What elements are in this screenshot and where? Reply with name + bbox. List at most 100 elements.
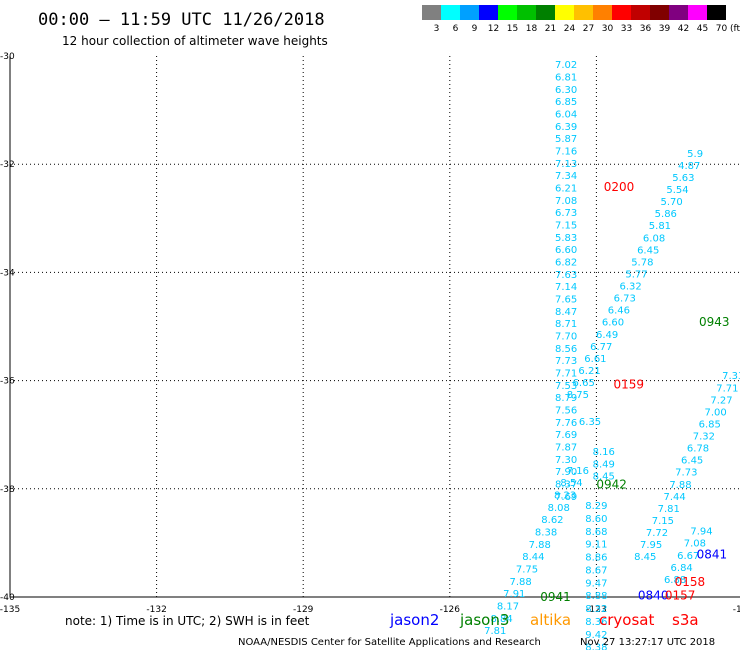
wave-height-value: 6.04 xyxy=(555,109,577,120)
wave-height-value: 7.34 xyxy=(555,171,577,182)
wave-height-values: 7.026.816.306.856.046.395.877.167.137.34… xyxy=(484,60,740,650)
wave-height-value: 8.49 xyxy=(593,459,615,470)
satellite-label-jason3: jason3 xyxy=(459,611,509,629)
legend-swatch xyxy=(669,5,688,20)
legend-label: 45 xyxy=(697,24,708,34)
wave-height-value: 5.63 xyxy=(672,173,694,184)
wave-height-value: 7.27 xyxy=(710,395,732,406)
wave-height-value: 6.65 xyxy=(573,378,595,389)
wave-height-value: 6.46 xyxy=(608,306,630,317)
wave-height-value: 7.70 xyxy=(555,331,577,342)
wave-height-value: 8.16 xyxy=(593,447,615,458)
wave-height-value: 6.85 xyxy=(555,97,577,108)
wave-height-value: 8.37 xyxy=(555,479,577,490)
wave-height-value: 5.70 xyxy=(661,197,683,208)
footer-credit: NOAA/NESDIS Center for Satellite Applica… xyxy=(238,637,541,648)
wave-height-value: 9.47 xyxy=(585,578,607,589)
x-tick-label: -129 xyxy=(293,605,314,615)
wave-height-value: 6.73 xyxy=(555,208,577,219)
wave-height-value: 6.81 xyxy=(555,72,577,83)
wave-height-value: 7.73 xyxy=(555,356,577,367)
wave-height-value: 7.88 xyxy=(529,540,551,551)
wave-height-value: 7.76 xyxy=(555,418,577,429)
legend-swatch xyxy=(593,5,612,20)
x-tick-label: -135 xyxy=(0,605,20,615)
wave-height-value: 7.16 xyxy=(567,466,589,477)
wave-height-value: 7.15 xyxy=(652,516,674,527)
wave-height-value: 8.29 xyxy=(585,501,607,512)
wave-height-value: 8.79 xyxy=(555,393,577,404)
units-note: note: 1) Time is in UTC; 2) SWH is in fe… xyxy=(65,614,310,628)
satellite-legend: jason2 jason3 altika cryosat s3a xyxy=(389,611,699,629)
wave-height-value: 7.69 xyxy=(555,492,577,503)
legend-swatch xyxy=(422,5,441,20)
legend-label: 27 xyxy=(583,24,594,34)
wave-height-value: 8.44 xyxy=(522,552,544,563)
wave-height-value: 6.61 xyxy=(584,354,606,365)
wave-height-value: 8.75 xyxy=(567,390,589,401)
wave-height-value: 7.91 xyxy=(503,589,525,600)
legend-label: 9 xyxy=(472,24,478,34)
wave-height-value: 7.95 xyxy=(640,540,662,551)
wave-height-value: 7.69 xyxy=(555,430,577,441)
wave-height-value: 8.84 xyxy=(490,614,512,625)
wave-height-value: 8.88 xyxy=(585,591,607,602)
x-tick-label: -120 xyxy=(733,605,740,615)
wave-height-value: 6.67 xyxy=(677,551,699,562)
legend-label: 3 xyxy=(434,24,440,34)
legend-label: 6 xyxy=(453,24,459,34)
wave-height-value: 6.21 xyxy=(578,366,600,377)
satellite-label-altika: altika xyxy=(530,611,571,629)
y-tick-label: -32 xyxy=(0,160,15,170)
wave-height-value: 6.45 xyxy=(681,456,703,467)
wave-height-value: 6.39 xyxy=(555,122,577,133)
wave-height-value: 6.45 xyxy=(637,245,659,256)
wave-height-value: 8.56 xyxy=(555,344,577,355)
legend-label: 24 xyxy=(564,24,576,34)
wave-height-value: 7.73 xyxy=(675,468,697,479)
wave-height-value: 9.11 xyxy=(585,540,607,551)
wave-height-value: 6.88 xyxy=(664,575,686,586)
wave-height-value: 6.84 xyxy=(671,563,693,574)
wave-height-value: 5.77 xyxy=(625,269,647,280)
chart-subtitle: 12 hour collection of altimeter wave hei… xyxy=(62,34,328,48)
wave-height-value: 5.86 xyxy=(655,209,677,220)
legend-label: 15 xyxy=(507,24,518,34)
wave-height-value: 7.00 xyxy=(705,407,727,418)
wave-height-value: 7.94 xyxy=(690,526,712,537)
wave-height-value: 8.45 xyxy=(634,552,656,563)
legend-label: 33 xyxy=(621,24,632,34)
legend-swatch xyxy=(536,5,555,20)
pass-time-label: 0158 xyxy=(675,575,706,589)
pass-time-label: 0200 xyxy=(604,180,635,194)
wave-height-value: 7.30 xyxy=(555,455,577,466)
wave-height-value: 7.71 xyxy=(555,368,577,379)
pass-time-label: 0159 xyxy=(614,377,645,391)
legend-label: 12 xyxy=(488,24,499,34)
wave-height-value: 8.36 xyxy=(585,617,607,628)
wave-height-value: 6.30 xyxy=(555,85,577,96)
legend-swatch xyxy=(517,5,536,20)
wave-height-value: 6.08 xyxy=(643,233,665,244)
pass-time-label: 0841 xyxy=(697,548,728,562)
wave-height-value: 7.33 xyxy=(722,371,740,382)
wave-height-value: 7.53 xyxy=(555,381,577,392)
x-tick-label: -126 xyxy=(440,605,461,615)
wave-height-value: 7.32 xyxy=(693,432,715,443)
y-tick-label: -30 xyxy=(0,52,15,62)
grid-lines xyxy=(10,56,740,597)
wave-height-value: 7.08 xyxy=(555,196,577,207)
x-tick-label: -132 xyxy=(146,605,166,615)
legend-swatch xyxy=(688,5,707,20)
wave-height-value: 7.65 xyxy=(555,294,577,305)
wave-height-value: 8.23 xyxy=(554,491,576,502)
legend-swatch xyxy=(479,5,498,20)
wave-height-value: 6.21 xyxy=(555,183,577,194)
wave-height-value: 7.87 xyxy=(555,442,577,453)
legend-label: 36 xyxy=(640,24,652,34)
legend-label: 30 xyxy=(602,24,614,34)
satellite-label-cryosat: cryosat xyxy=(599,611,654,629)
wave-height-value: 7.63 xyxy=(555,270,577,281)
wave-height-value: 8.62 xyxy=(541,515,563,526)
